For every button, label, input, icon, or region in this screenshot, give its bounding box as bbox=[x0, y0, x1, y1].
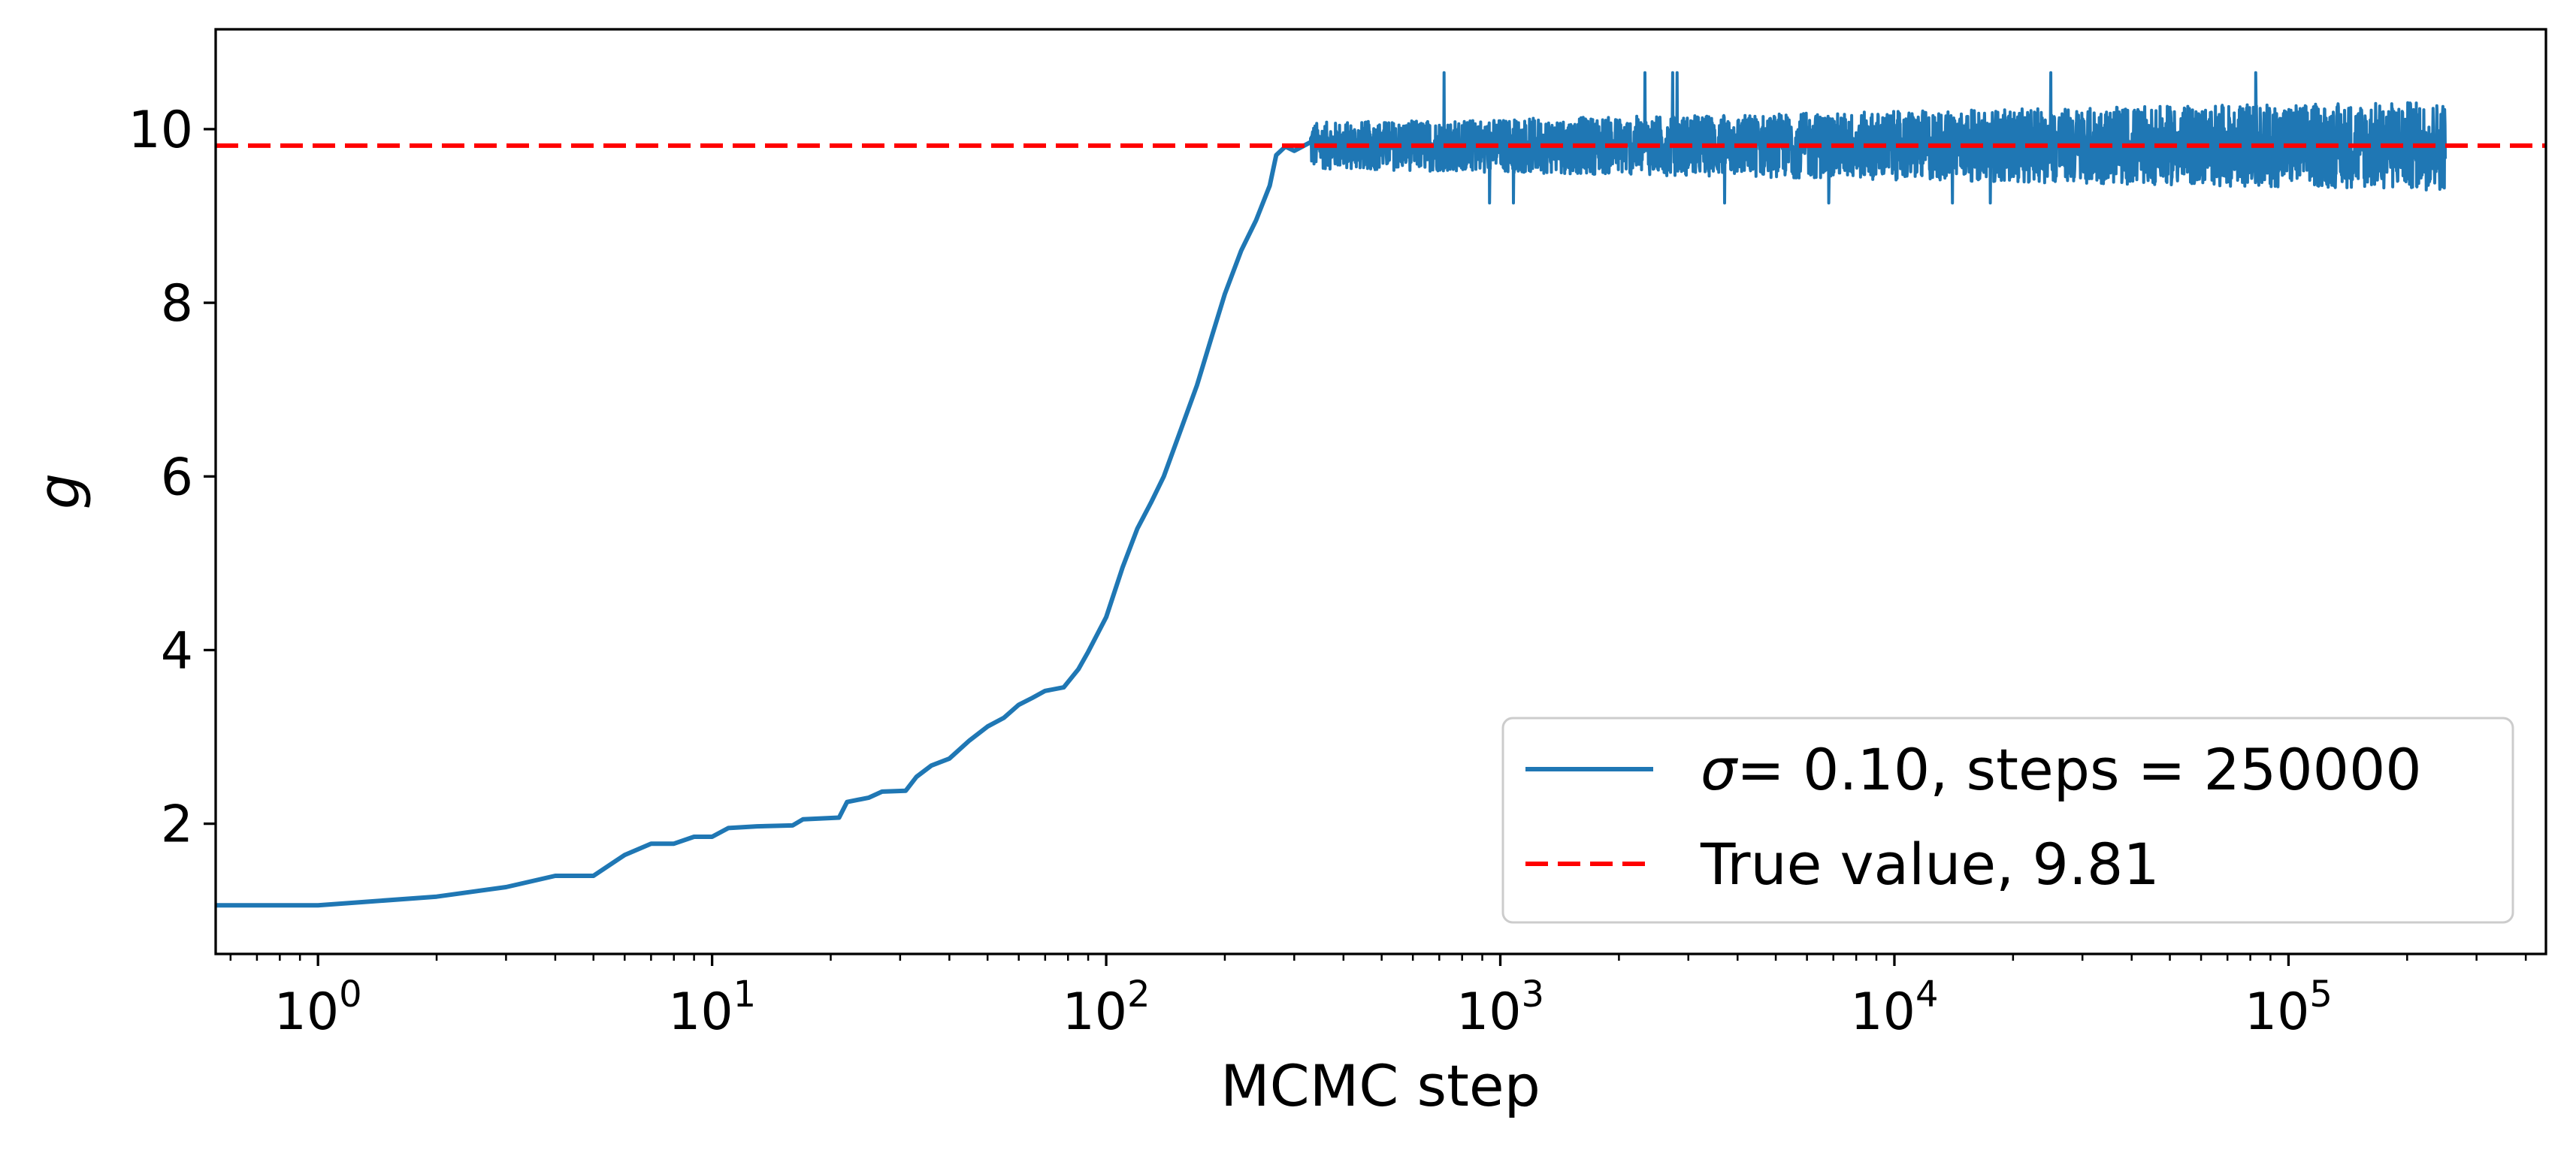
x-tick-label: 103 bbox=[1456, 973, 1544, 1042]
legend-label-series: σ= 0.10, steps = 250000 bbox=[1701, 736, 2422, 803]
x-tick-label: 105 bbox=[2245, 973, 2333, 1042]
y-tick-label: 2 bbox=[161, 795, 193, 855]
x-tick-label: 101 bbox=[668, 973, 756, 1042]
legend-label-true-value: True value, 9.81 bbox=[1700, 831, 2160, 898]
x-axis: 100 101 102 103 104 105 bbox=[229, 954, 2527, 1042]
y-tick-label: 4 bbox=[161, 621, 193, 681]
y-tick-label: 10 bbox=[128, 101, 193, 160]
y-tick-label: 6 bbox=[161, 448, 193, 507]
series-line-noise bbox=[1309, 71, 2448, 205]
y-tick-label: 8 bbox=[161, 274, 193, 334]
series-group bbox=[216, 71, 2546, 908]
x-tick-label: 100 bbox=[274, 973, 362, 1042]
x-axis-title: MCMC step bbox=[1220, 1052, 1540, 1119]
legend-box bbox=[1501, 717, 2514, 924]
x-tick-label: 102 bbox=[1063, 973, 1150, 1042]
x-tick-label: 104 bbox=[1850, 973, 1938, 1042]
series-line bbox=[216, 140, 1312, 908]
y-axis-title: g bbox=[26, 473, 92, 509]
legend: σ= 0.10, steps = 250000 True value, 9.81 bbox=[1501, 717, 2514, 924]
y-axis: 2 4 6 8 10 bbox=[128, 101, 216, 855]
